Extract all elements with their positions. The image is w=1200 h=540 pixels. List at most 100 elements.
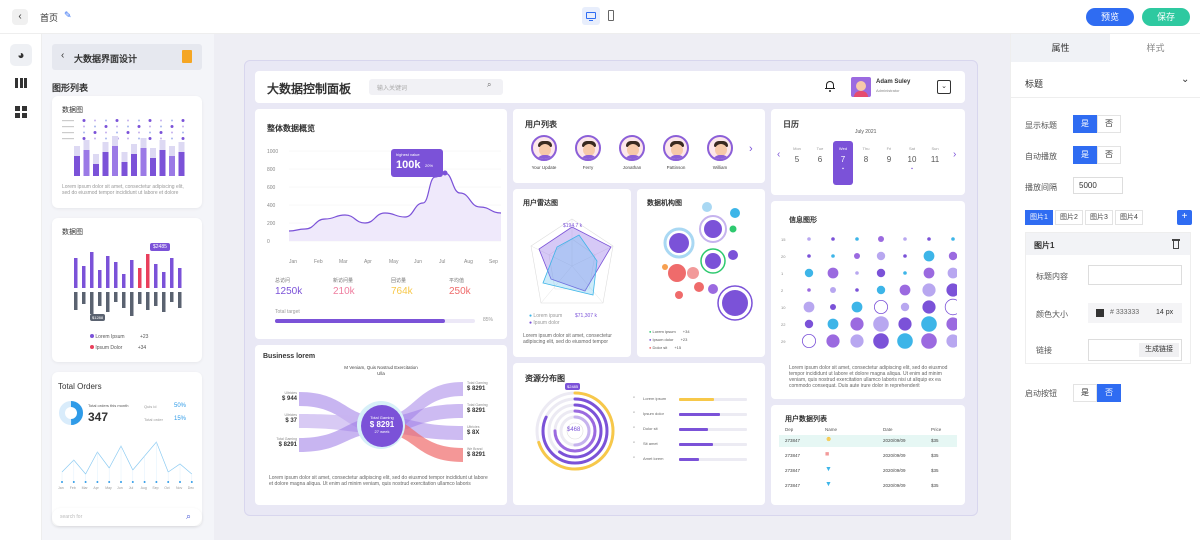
point	[108, 481, 111, 483]
chevron-left-icon[interactable]: ‹	[61, 50, 65, 61]
section-header[interactable]: 标题 ⌄	[1011, 64, 1200, 98]
chevron-down-icon[interactable]: ⌄	[937, 80, 951, 94]
palette-icon[interactable]: ◕	[10, 44, 32, 66]
autoplay-label: 自动播放	[1025, 152, 1057, 161]
dot	[148, 137, 152, 140]
tab-style[interactable]: 样式	[1146, 43, 1165, 53]
row-highlight	[779, 435, 957, 447]
stat-label: 平均值	[449, 278, 465, 284]
desktop-icon[interactable]	[582, 7, 600, 25]
tooltip-label: highest value	[396, 152, 420, 157]
yes-option[interactable]: 是	[1073, 115, 1097, 133]
resource-label: Ipsum dolor	[643, 411, 664, 416]
columns-icon[interactable]	[15, 78, 27, 88]
sankey-node-value: $ 8291	[467, 408, 486, 414]
thumbnail-card[interactable]: 数据图 Lorem ipsum dolor sit amet, consecte…	[52, 96, 202, 208]
user-avatar[interactable]	[851, 77, 871, 97]
dashboard-search-input[interactable]: 输入关键词 ⌕	[369, 79, 503, 95]
sankey-labels: Ultricies $ 944 Ultricies $ 37 Total Gaming $…	[255, 375, 507, 471]
month-label: Dec	[187, 486, 195, 490]
bubble	[830, 304, 836, 310]
dashboard-title: 大数据控制面板	[267, 82, 352, 96]
edit-pencil-icon[interactable]: ✎	[64, 10, 72, 20]
panel-header[interactable]: ‹ 大数据界面设计	[52, 44, 202, 70]
show-title-toggle[interactable]: 是否	[1073, 115, 1121, 133]
card-title: Business lorem	[263, 353, 316, 360]
chevron-left-icon[interactable]: ‹	[777, 149, 781, 160]
bar	[162, 292, 166, 312]
preview-button[interactable]: 预览	[1086, 8, 1134, 26]
month-label: Apr	[93, 486, 99, 490]
bubble	[923, 250, 935, 262]
month-label: Jun	[117, 486, 123, 490]
section-title: 图形列表	[52, 83, 89, 93]
x-tick-label: Jul	[439, 259, 445, 265]
chevron-right-icon[interactable]: ›	[749, 143, 753, 155]
calendar-card: 日历 July 2021 ‹ Mon 5 Tue 6 Wed 7 ▪ Thu 8 Fri 9 Sat 1…	[771, 109, 965, 195]
bubble	[873, 316, 889, 332]
trash-icon[interactable]	[1172, 239, 1180, 249]
yes-option[interactable]: 是	[1073, 384, 1097, 402]
dot	[171, 119, 173, 122]
image-tab[interactable]: 图片4	[1115, 210, 1143, 225]
bubble	[850, 334, 864, 348]
tab-properties[interactable]: 属性	[1011, 34, 1110, 62]
color-input[interactable]: # 333333 14 px	[1088, 303, 1182, 323]
sankey-node-label: Total Gaming	[467, 381, 488, 385]
row-label	[62, 132, 74, 134]
bar	[121, 162, 128, 176]
back-button[interactable]: ‹	[12, 9, 28, 25]
search-icon[interactable]: ⌕	[487, 80, 492, 89]
calendar-day: Sun 11	[925, 141, 945, 185]
month-label: Feb	[69, 486, 76, 490]
image-tab[interactable]: 图片1	[1025, 210, 1053, 225]
device-toggle	[580, 6, 622, 26]
color-swatch[interactable]	[1096, 309, 1104, 317]
autoplay-toggle[interactable]: 是否	[1073, 146, 1121, 164]
bar	[154, 264, 158, 288]
legend-item: ● Ipsum dolor +23	[649, 337, 688, 342]
row-label: 22	[781, 322, 786, 327]
chevron-right-icon[interactable]: ›	[953, 149, 957, 160]
yes-option[interactable]: 是	[1073, 146, 1097, 164]
no-option[interactable]: 否	[1097, 115, 1121, 133]
dot	[116, 125, 118, 128]
bubble	[897, 333, 913, 349]
sankey-node-label: Ultricies	[284, 391, 297, 395]
add-tab-button[interactable]: +	[1177, 210, 1192, 225]
radar-value: $194.7 k	[563, 223, 583, 229]
thumbnail-card[interactable]: Total Orders Total orders this month 347…	[52, 372, 202, 526]
overview-stats: 总访问 1250k 新访问量 210k 回访量 764k 平均值 250k	[275, 277, 495, 301]
save-button[interactable]: 保存	[1142, 8, 1190, 26]
generate-link-button[interactable]: 生成链接	[1139, 343, 1179, 357]
interval-input[interactable]: 5000	[1073, 177, 1123, 194]
mobile-icon[interactable]	[608, 10, 614, 21]
dot	[181, 119, 185, 122]
sankey-node-value: $ 944	[281, 396, 297, 402]
no-option[interactable]: 否	[1097, 146, 1121, 164]
search-icon[interactable]: ⌕	[186, 511, 192, 521]
grid-icon[interactable]	[15, 106, 27, 118]
progress-fill	[275, 319, 445, 323]
image-tab[interactable]: 图片3	[1085, 210, 1113, 225]
user-name: William	[712, 165, 728, 170]
data-table: Dep Name Date Price 273847 ☻ 2020/09/09 $35 2738…	[779, 425, 957, 503]
bell-icon[interactable]	[825, 80, 835, 92]
image-tab[interactable]: 图片2	[1055, 210, 1083, 225]
point	[190, 481, 193, 483]
bar	[159, 150, 166, 176]
thumbnail-card[interactable]: 数据图 $2485 $1288 Lorem Ipsum +23 Ipsum Do…	[52, 218, 202, 362]
no-option[interactable]: 否	[1097, 384, 1121, 402]
bar	[130, 292, 134, 316]
resource-icon: ◦	[633, 395, 636, 401]
document-icon[interactable]	[182, 50, 192, 63]
link-input[interactable]: 生成链接	[1088, 339, 1182, 361]
enable-button-toggle[interactable]: 是否	[1073, 384, 1121, 402]
bubble	[921, 333, 937, 349]
bubble	[803, 301, 815, 313]
dot	[182, 131, 184, 134]
chevron-down-icon[interactable]: ⌄	[1181, 74, 1190, 85]
search-input[interactable]: search for ⌕	[52, 508, 202, 526]
content-input[interactable]	[1088, 265, 1182, 285]
stat-label: 新访问量	[333, 278, 354, 284]
